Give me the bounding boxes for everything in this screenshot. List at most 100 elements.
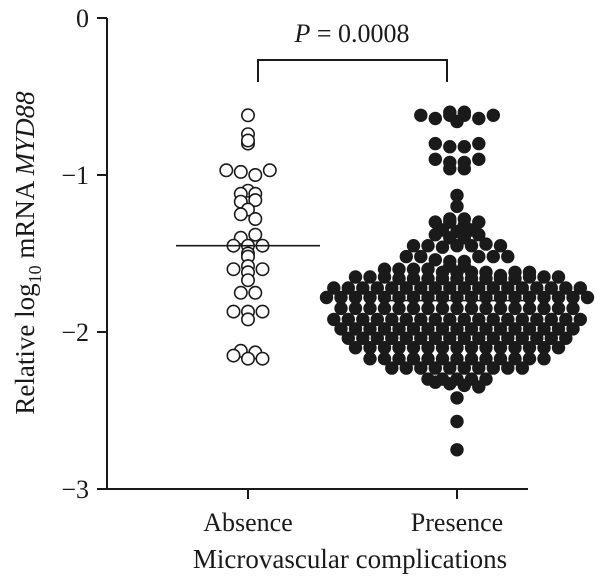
- presence-point: [479, 301, 493, 316]
- presence-point: [392, 271, 406, 286]
- presence-point: [457, 312, 471, 327]
- presence-point: [385, 331, 399, 345]
- presence-point: [414, 249, 428, 264]
- x-tick-label: Presence: [411, 508, 503, 537]
- presence-point: [472, 152, 486, 167]
- presence-point: [472, 111, 486, 126]
- presence-point: [392, 301, 406, 316]
- presence-point: [348, 301, 363, 316]
- presence-point: [566, 301, 580, 316]
- presence-point: [450, 199, 464, 214]
- axes: [106, 18, 528, 490]
- presence-point: [537, 270, 551, 284]
- presence-point: [486, 331, 500, 345]
- presence-point: [472, 380, 486, 394]
- presence-point: [464, 239, 479, 253]
- presence-point: [428, 253, 442, 267]
- y-tick-label: −1: [61, 161, 89, 190]
- presence-point: [450, 301, 464, 316]
- presence-point: [508, 301, 522, 316]
- absence-point: [255, 304, 270, 319]
- presence-point: [428, 375, 442, 389]
- presence-point: [479, 271, 493, 286]
- presence-point: [348, 341, 363, 355]
- presence-point: [559, 281, 573, 295]
- y-ticks: 0 −1 −2 −3: [61, 4, 107, 504]
- presence-point: [450, 271, 464, 286]
- absence-point: [241, 351, 256, 366]
- presence-point: [515, 281, 529, 295]
- presence-point: [537, 301, 551, 316]
- absence-point: [241, 273, 256, 288]
- presence-point: [370, 331, 384, 345]
- y-tick-label: −2: [61, 318, 89, 347]
- data-points: [219, 105, 595, 457]
- presence-point: [501, 281, 515, 295]
- presence-point: [508, 271, 522, 286]
- presence-point: [551, 341, 566, 355]
- presence-point: [508, 322, 522, 336]
- presence-point: [573, 312, 587, 327]
- presence-point: [537, 322, 551, 336]
- presence-point: [356, 312, 370, 327]
- presence-point: [363, 322, 377, 336]
- presence-point: [356, 331, 370, 345]
- presence-point: [406, 301, 421, 316]
- presence-point: [414, 281, 428, 295]
- y-tick-label: −3: [61, 475, 89, 504]
- presence-point: [457, 378, 471, 393]
- presence-point: [428, 361, 442, 375]
- presence-point: [356, 281, 370, 295]
- presence-point: [377, 322, 392, 336]
- presence-point: [472, 361, 486, 375]
- presence-point: [472, 249, 486, 264]
- presence-point: [348, 322, 363, 336]
- presence-point: [341, 281, 355, 295]
- presence-point: [406, 322, 421, 336]
- presence-point: [457, 281, 471, 295]
- presence-point: [522, 301, 537, 316]
- presence-point: [486, 249, 500, 264]
- presence-point: [522, 352, 537, 366]
- presence-point: [530, 331, 544, 345]
- presence-point: [537, 352, 551, 366]
- absence-point: [219, 163, 234, 178]
- presence-point: [443, 281, 457, 295]
- presence-point: [530, 312, 544, 327]
- absence-point: [262, 163, 277, 178]
- presence-point: [428, 136, 442, 151]
- absence-point: [226, 348, 241, 363]
- presence-point: [399, 361, 413, 375]
- presence-point: [472, 281, 486, 295]
- presence-point: [472, 136, 486, 151]
- absence-point: [241, 133, 256, 148]
- presence-point: [551, 322, 566, 336]
- presence-point: [450, 352, 464, 366]
- presence-point: [450, 414, 464, 429]
- presence-point: [385, 312, 399, 327]
- presence-point: [450, 239, 464, 253]
- presence-point: [486, 361, 500, 375]
- presence-point: [435, 271, 450, 286]
- presence-point: [414, 361, 428, 375]
- presence-point: [493, 352, 508, 366]
- presence-point: [428, 228, 442, 242]
- y-tick-label: 0: [76, 4, 89, 33]
- absence-point: [248, 285, 263, 300]
- p-value-label: P = 0.0008: [293, 19, 409, 48]
- presence-point: [370, 312, 384, 327]
- absence-point: [255, 262, 270, 277]
- presence-point: [464, 271, 479, 286]
- presence-point: [443, 162, 457, 176]
- absence-point: [241, 312, 256, 327]
- absence-point: [248, 193, 263, 208]
- absence-point: [248, 168, 263, 183]
- presence-point: [464, 322, 479, 336]
- presence-point: [406, 271, 421, 286]
- presence-point: [566, 322, 580, 336]
- presence-point: [428, 152, 442, 167]
- presence-point: [428, 281, 442, 295]
- presence-point: [327, 312, 341, 327]
- significance-annotation: P = 0.0008: [257, 19, 448, 82]
- presence-point: [472, 228, 486, 242]
